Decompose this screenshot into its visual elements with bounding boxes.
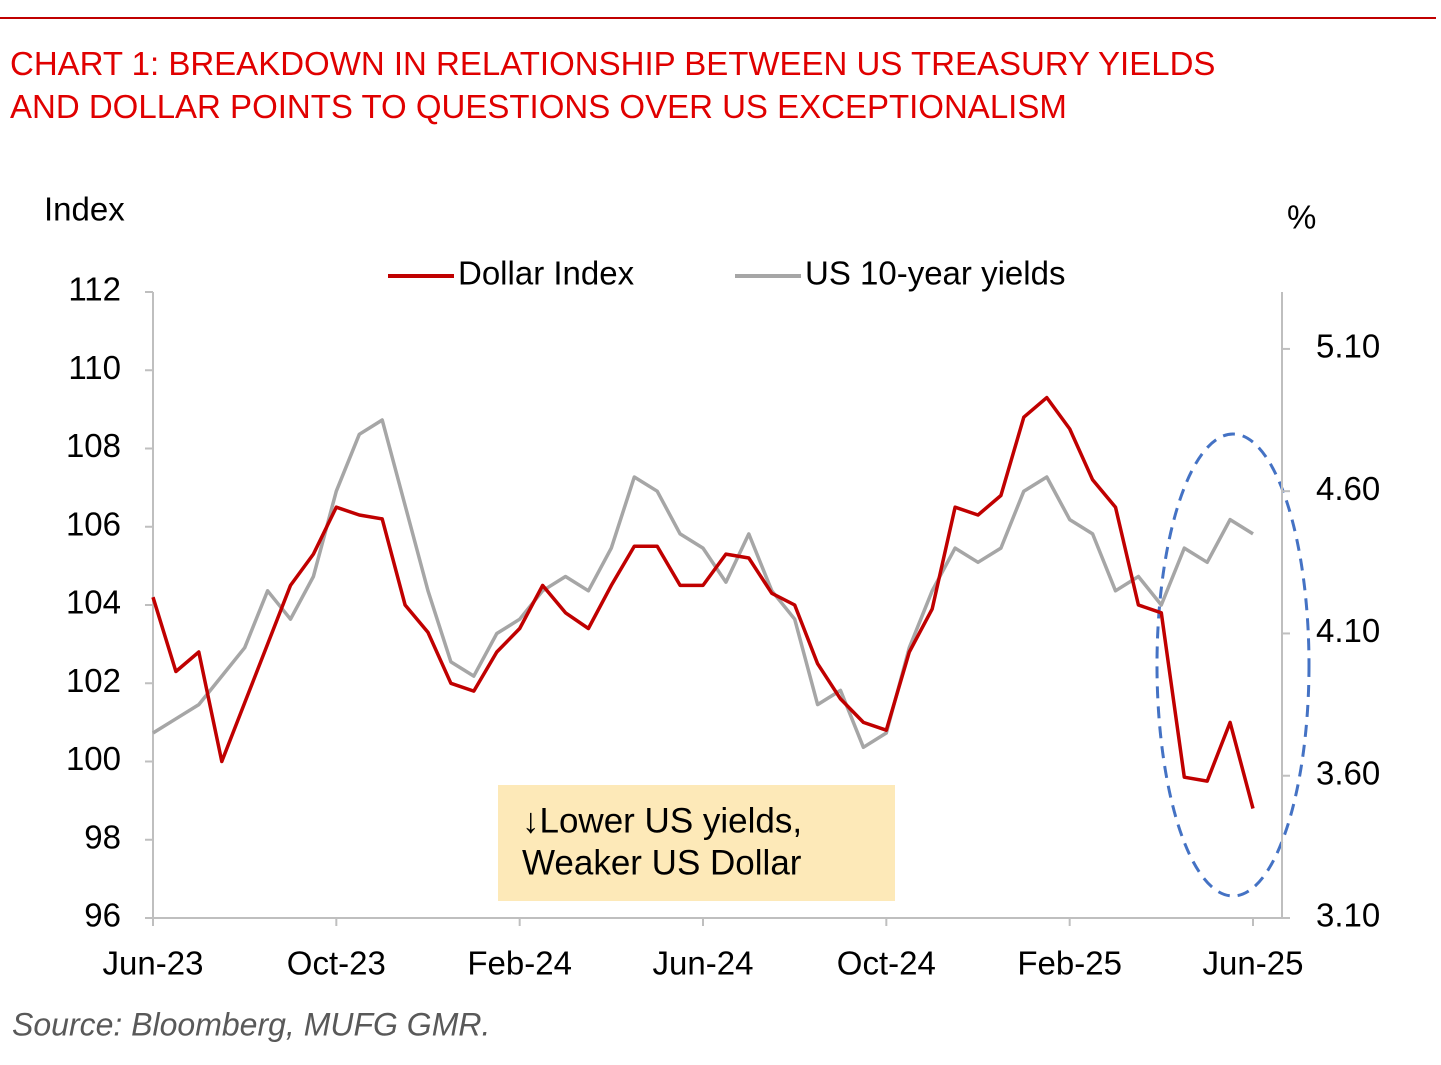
chart-title: CHART 1: BREAKDOWN IN RELATIONSHIP BETWE… xyxy=(10,45,1215,125)
x-tick-label: Jun-24 xyxy=(653,945,754,982)
annotation: Weaker US Dollar xyxy=(522,843,802,882)
y-tick-label: 102 xyxy=(66,662,121,699)
line-series xyxy=(151,395,1255,809)
annotation-box xyxy=(498,785,895,901)
y-tick-label: 112 xyxy=(68,271,121,308)
x-tick-label: Feb-24 xyxy=(467,945,572,982)
x-tick-label: Jun-25 xyxy=(1203,945,1304,982)
line-series xyxy=(152,418,1254,750)
y2-tick-label: 5.10 xyxy=(1316,328,1380,365)
x-tick-label: Jun-23 xyxy=(103,945,204,982)
legend-label: US 10-year yields xyxy=(805,255,1065,292)
legend-label: Dollar Index xyxy=(458,255,635,292)
y2-tick-label: 4.60 xyxy=(1316,470,1380,507)
y-tick-label: 108 xyxy=(66,427,121,464)
x-tick-label: Oct-24 xyxy=(837,945,936,982)
y-tick-label: 104 xyxy=(66,584,121,621)
x-tick-label: Feb-25 xyxy=(1017,945,1122,982)
y-tick-label: 96 xyxy=(84,897,121,934)
y2-tick-label: 4.10 xyxy=(1316,612,1380,649)
y2-tick-label: 3.10 xyxy=(1316,897,1380,934)
annotation: ↓Lower US yields, xyxy=(522,801,802,840)
highlight-ellipse xyxy=(1155,432,1311,898)
x-tick-label: Oct-23 xyxy=(287,945,386,982)
y-tick-label: 98 xyxy=(84,818,121,855)
source: Source: Bloomberg, MUFG GMR. xyxy=(12,1006,490,1042)
y-axis-title: Index xyxy=(44,191,125,228)
y2-axis-title: % xyxy=(1287,199,1316,236)
y-tick-label: 106 xyxy=(66,505,121,542)
y2-tick-label: 3.60 xyxy=(1316,754,1380,791)
y-tick-label: 100 xyxy=(66,740,121,777)
y-tick-label: 110 xyxy=(68,349,121,386)
